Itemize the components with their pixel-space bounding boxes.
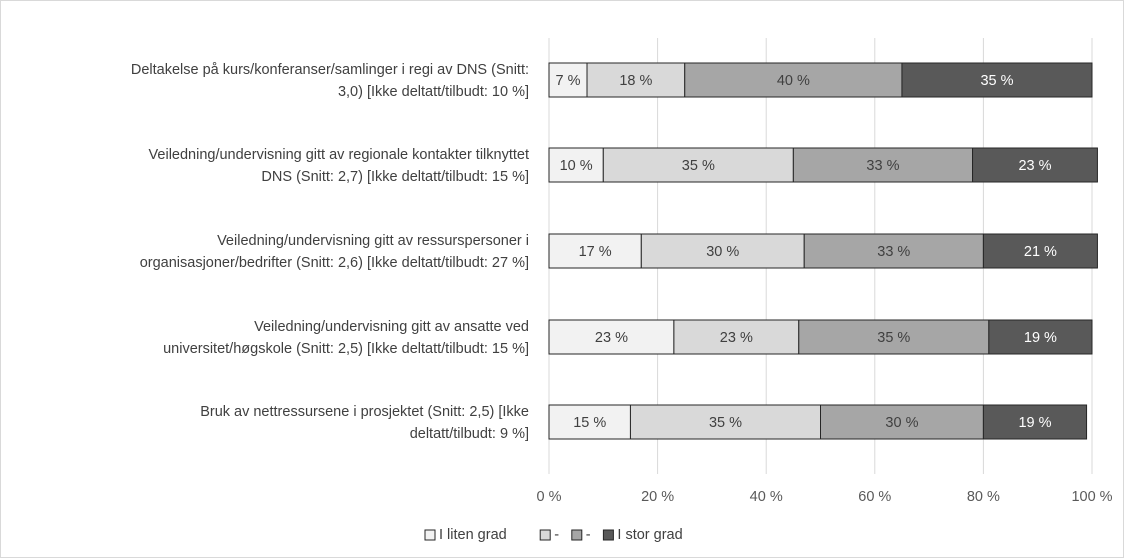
category-label: Bruk av nettressursene i prosjektet (Sni… <box>200 404 529 420</box>
data-label: 19 % <box>1018 415 1051 431</box>
category-label: Veiledning/undervisning gitt av regional… <box>149 147 529 163</box>
data-label: 19 % <box>1024 330 1057 346</box>
data-label: 7 % <box>556 73 581 89</box>
data-label: 23 % <box>1018 158 1051 174</box>
x-tick-label: 80 % <box>967 489 1000 505</box>
bar-segment <box>982 233 1098 269</box>
x-tick-label: 60 % <box>858 489 891 505</box>
category-label: organisasjoner/bedrifter (Snitt: 2,6) [I… <box>140 255 529 271</box>
legend-swatch <box>602 529 614 541</box>
legend-swatch <box>571 529 583 541</box>
data-label: 35 % <box>682 158 715 174</box>
legend-label: I liten grad <box>439 527 507 543</box>
category-labels: Deltakelse på kurs/konferanser/samlinger… <box>131 62 529 442</box>
legend: I liten grad - - I stor grad <box>424 527 683 543</box>
data-label: 35 % <box>980 73 1013 89</box>
bar-segment <box>602 147 794 183</box>
category-label: Veiledning/undervisning gitt av ansatte … <box>254 319 529 335</box>
bar-segment <box>901 62 1093 98</box>
data-label: 30 % <box>706 244 739 260</box>
data-label: 15 % <box>573 415 606 431</box>
data-label: 33 % <box>877 244 910 260</box>
data-label: 33 % <box>866 158 899 174</box>
bar-row: 23 % 23 % 35 % 19 % <box>548 319 1093 355</box>
legend-item: - <box>571 527 591 543</box>
bar-segment <box>972 147 1098 183</box>
legend-label: I stor grad <box>617 527 682 543</box>
bar-segment <box>629 404 822 440</box>
category-label: 3,0) [Ikke deltatt/tilbudt: 10 %] <box>338 84 529 100</box>
bar-row: 17 % 30 % 33 % 21 % <box>548 233 1098 269</box>
data-label: 10 % <box>560 158 593 174</box>
bar-segment <box>548 319 675 355</box>
x-tick-label: 0 % <box>537 489 562 505</box>
data-label: 21 % <box>1024 244 1057 260</box>
x-tick-label: 20 % <box>641 489 674 505</box>
legend-item: I liten grad <box>424 527 507 543</box>
bar-segment <box>548 62 588 98</box>
data-label: 40 % <box>777 73 810 89</box>
x-axis-ticks: 0 % 20 % 40 % 60 % 80 % 100 % <box>537 489 1113 505</box>
bar-row: 15 % 35 % 30 % 19 % <box>548 404 1088 440</box>
data-label: 23 % <box>720 330 753 346</box>
data-label: 17 % <box>579 244 612 260</box>
bar-segment <box>548 147 604 183</box>
legend-swatch <box>424 529 436 541</box>
bar-segment <box>640 233 805 269</box>
legend-swatch <box>539 529 551 541</box>
x-tick-label: 40 % <box>750 489 783 505</box>
data-label: 18 % <box>619 73 652 89</box>
bar-segment <box>988 319 1093 355</box>
legend-label: - <box>586 527 591 543</box>
data-label: 35 % <box>877 330 910 346</box>
bars: 7 % 18 % 40 % 35 % 10 % 35 % 33 % 23 % 17 % 30 % 3… <box>548 62 1098 440</box>
legend-item: - <box>539 527 559 543</box>
category-label: Veiledning/undervisning gitt av ressursp… <box>217 233 529 249</box>
data-label: 35 % <box>709 415 742 431</box>
bar-row: 7 % 18 % 40 % 35 % <box>548 62 1093 98</box>
bar-segment <box>548 404 631 440</box>
x-tick-label: 100 % <box>1071 489 1112 505</box>
category-label: universitet/høgskole (Snitt: 2,5) [Ikke … <box>163 341 529 357</box>
bar-segment <box>548 233 642 269</box>
category-label: DNS (Snitt: 2,7) [Ikke deltatt/tilbudt: … <box>261 169 529 185</box>
bar-segment <box>982 404 1088 440</box>
bar-segment <box>673 319 800 355</box>
legend-label: - <box>554 527 559 543</box>
legend-item: I stor grad <box>602 527 683 543</box>
bar-row: 10 % 35 % 33 % 23 % <box>548 147 1098 183</box>
category-label: Deltakelse på kurs/konferanser/samlinger… <box>131 62 529 78</box>
bar-segment <box>792 147 974 183</box>
data-label: 23 % <box>595 330 628 346</box>
category-label: deltatt/tilbudt: 9 %] <box>410 426 529 442</box>
data-label: 30 % <box>885 415 918 431</box>
bar-segment <box>803 233 984 269</box>
